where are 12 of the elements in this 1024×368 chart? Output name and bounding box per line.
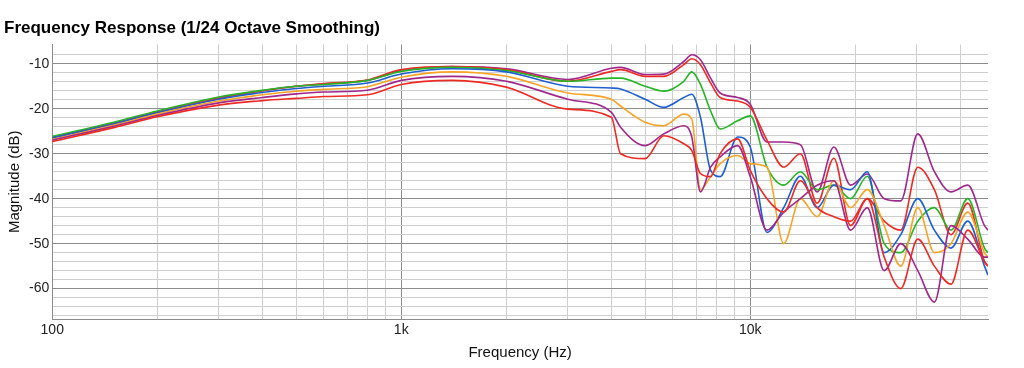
y-tick-label: -30 — [29, 144, 50, 161]
y-tick-label: -10 — [29, 54, 50, 71]
y-axis-title: Magnitude (dB) — [5, 130, 23, 234]
x-tick-label: 100 — [40, 321, 65, 338]
y-tick-label: -60 — [29, 279, 50, 296]
y-tick-label: -50 — [29, 234, 50, 251]
x-tick-label: 1k — [393, 321, 410, 338]
x-tick-label: 10k — [738, 321, 763, 338]
y-tick-label: -40 — [29, 189, 50, 206]
chart-title: Frequency Response (1/24 Octave Smoothing) — [4, 17, 380, 37]
y-tick-label: -20 — [29, 99, 50, 116]
x-axis-title: Frequency (Hz) — [468, 343, 572, 361]
